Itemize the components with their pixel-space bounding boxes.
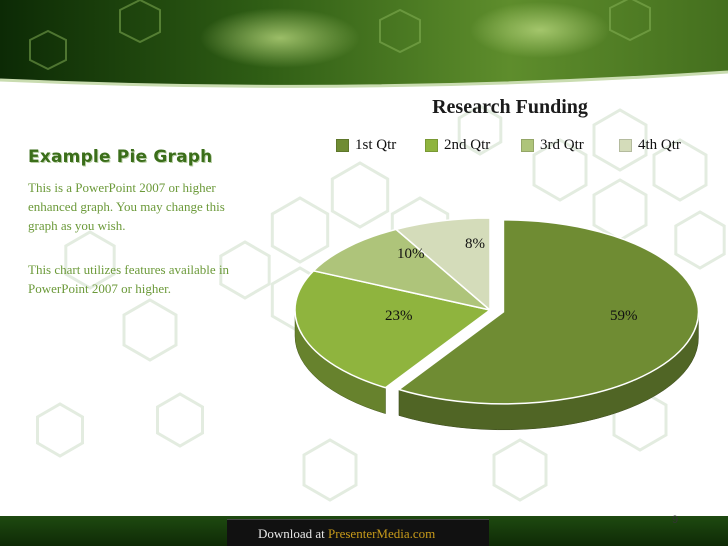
legend-label: 1st Qtr <box>355 137 397 153</box>
background-hexagon <box>492 438 548 502</box>
description-paragraph: This chart utilizes features available i… <box>28 262 230 296</box>
background-hexagon <box>122 298 178 362</box>
legend-swatch <box>425 139 438 152</box>
background-hexagon <box>64 230 116 290</box>
background-hexagon <box>302 438 358 502</box>
pie-slice <box>294 270 492 389</box>
legend-item: 1st Qtr <box>336 137 396 154</box>
description-paragraph: This is a PowerPoint 2007 or higher enha… <box>28 180 225 233</box>
legend-item: 2nd Qtr <box>425 137 490 154</box>
background-hexagon <box>532 138 588 202</box>
pie-slice <box>312 228 491 311</box>
presentermedia-link[interactable]: PresenterMedia.com <box>328 526 436 541</box>
legend-item: 4th Qtr <box>619 137 681 154</box>
background-hexagon <box>330 161 390 229</box>
pie-data-label: 23% <box>385 308 413 324</box>
legend-item: 3rd Qtr <box>521 137 584 154</box>
background-hexagon <box>457 104 503 156</box>
background-hexagon <box>219 240 271 300</box>
background-hexagon <box>36 402 84 458</box>
legend-swatch <box>521 139 534 152</box>
header-banner <box>0 0 728 88</box>
download-text: Download at PresenterMedia.com <box>258 526 435 542</box>
slide-title: Example Pie Graph <box>28 147 213 167</box>
legend-label: 3rd Qtr <box>540 137 584 153</box>
legend-label: 4th Qtr <box>638 137 681 153</box>
chart-title: Research Funding <box>432 96 588 118</box>
legend-swatch <box>336 139 349 152</box>
download-prefix: Download at <box>258 526 329 541</box>
background-hexagon <box>156 392 204 448</box>
pie-chart: 59% 23% 10% 8% <box>294 217 700 431</box>
download-banner <box>227 519 489 546</box>
page-number: 9 <box>672 514 679 526</box>
legend-swatch <box>619 139 632 152</box>
background-hexagon <box>674 210 726 270</box>
legend-label: 2nd Qtr <box>444 137 491 153</box>
background-hexagon <box>270 196 330 264</box>
pie-data-label: 8% <box>465 236 485 252</box>
pie-slice <box>397 219 700 405</box>
background-hexagon <box>652 138 708 202</box>
background-hexagon <box>592 108 648 172</box>
pie-slice <box>394 217 491 312</box>
pie-data-label: 59% <box>610 308 638 324</box>
pie-data-label: 10% <box>397 246 425 262</box>
